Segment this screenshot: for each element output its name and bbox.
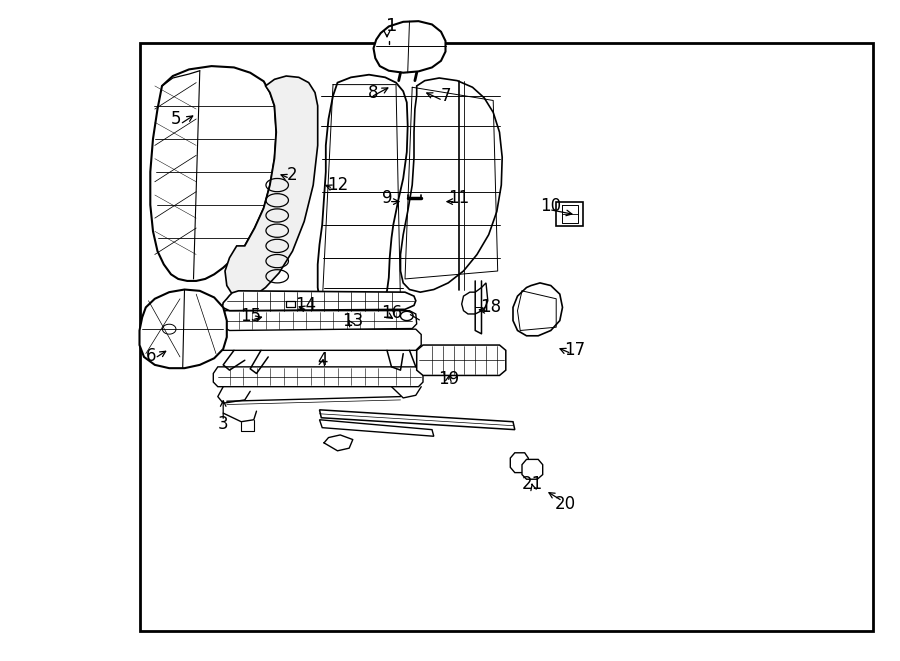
Text: 17: 17 [563, 341, 585, 360]
Text: 14: 14 [295, 296, 317, 315]
Text: 16: 16 [381, 303, 402, 322]
Polygon shape [222, 311, 417, 330]
Text: 9: 9 [382, 189, 392, 208]
Polygon shape [214, 329, 421, 350]
Polygon shape [510, 453, 528, 473]
Polygon shape [320, 410, 515, 430]
Text: 20: 20 [554, 494, 576, 513]
Polygon shape [222, 291, 416, 311]
Text: 5: 5 [170, 110, 181, 128]
Text: 6: 6 [146, 346, 157, 365]
Text: 2: 2 [287, 166, 298, 184]
Polygon shape [400, 78, 502, 292]
Text: 11: 11 [448, 189, 470, 208]
Polygon shape [417, 345, 506, 375]
Text: 19: 19 [437, 369, 459, 388]
Text: 18: 18 [480, 298, 501, 317]
Polygon shape [150, 66, 276, 281]
Bar [140, 43, 873, 631]
Polygon shape [513, 283, 562, 336]
Text: 4: 4 [317, 351, 328, 369]
Polygon shape [320, 420, 434, 436]
Polygon shape [225, 76, 318, 299]
Text: 8: 8 [368, 83, 379, 102]
Text: 12: 12 [327, 176, 348, 194]
Text: 13: 13 [342, 311, 364, 330]
Text: 1: 1 [386, 17, 397, 36]
Text: 7: 7 [440, 87, 451, 105]
Text: 10: 10 [540, 197, 562, 215]
Polygon shape [522, 459, 543, 479]
Polygon shape [462, 283, 488, 314]
Polygon shape [556, 202, 583, 226]
Text: 21: 21 [522, 475, 544, 493]
Polygon shape [213, 367, 423, 387]
Text: 15: 15 [239, 307, 261, 325]
Text: 3: 3 [218, 415, 229, 434]
Polygon shape [318, 75, 408, 316]
Polygon shape [140, 290, 227, 368]
Polygon shape [374, 21, 446, 73]
